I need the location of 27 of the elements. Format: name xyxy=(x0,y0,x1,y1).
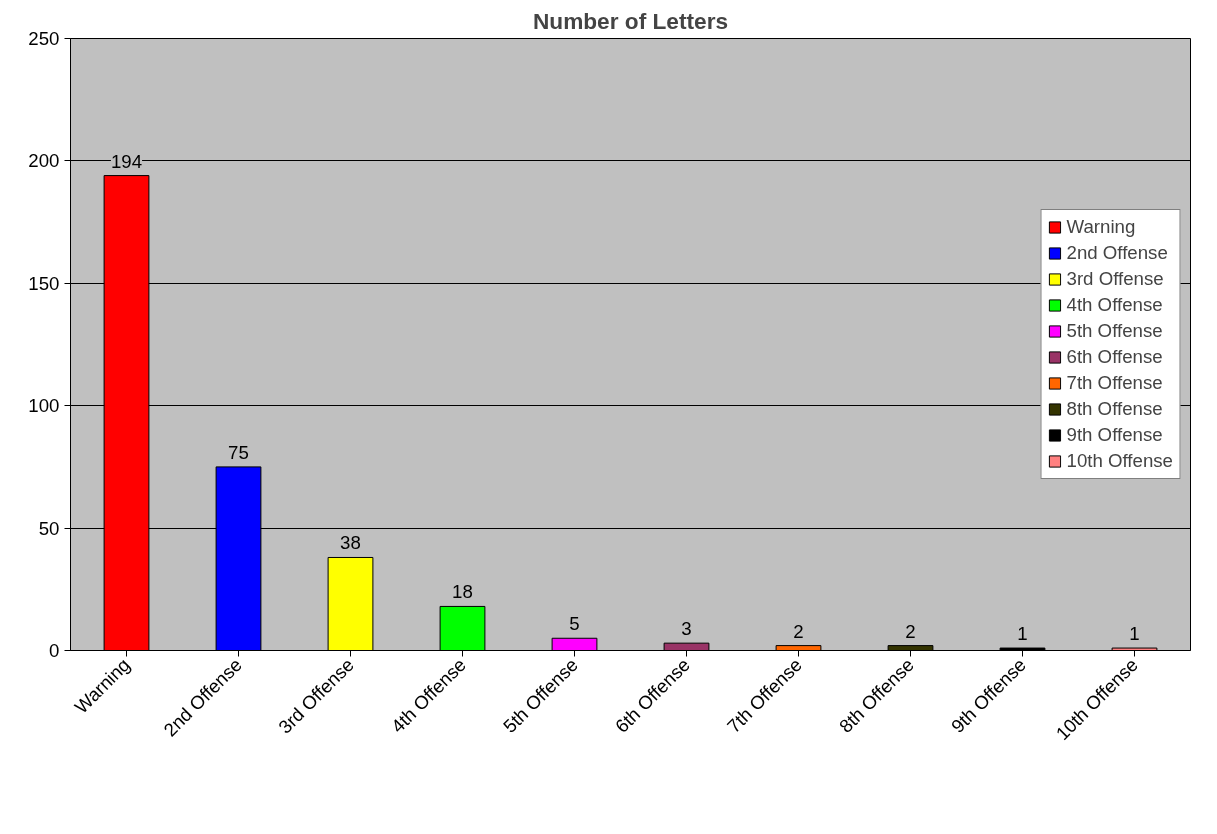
y-tick-label: 200 xyxy=(28,150,60,172)
data-label: 2 xyxy=(905,620,916,642)
data-label: 38 xyxy=(340,532,361,554)
y-tick-label: 250 xyxy=(28,28,60,49)
data-label: 18 xyxy=(452,581,473,603)
legend-label: 2nd Offense xyxy=(1066,242,1168,264)
legend-label: 8th Offense xyxy=(1066,398,1163,420)
legend-label: 5th Offense xyxy=(1066,320,1163,342)
data-label: 3 xyxy=(681,618,692,640)
legend-label: 3rd Offense xyxy=(1066,268,1164,290)
y-tick-label: 50 xyxy=(38,517,60,539)
data-label: 1 xyxy=(1129,623,1140,645)
data-label: 5 xyxy=(569,613,580,635)
legend-label: 4th Offense xyxy=(1066,294,1163,316)
y-tick-label: 150 xyxy=(28,272,60,294)
data-label: 1 xyxy=(1017,623,1028,645)
chart-title: Number of Letters xyxy=(532,7,729,34)
y-tick-label: 100 xyxy=(28,395,60,417)
legend-label: 9th Offense xyxy=(1066,424,1163,446)
legend-label: 6th Offense xyxy=(1066,346,1163,368)
legend-label: 7th Offense xyxy=(1066,372,1163,394)
legend-label: 10th Offense xyxy=(1066,450,1173,472)
data-label: 194 xyxy=(110,150,143,172)
data-label: 75 xyxy=(228,441,249,463)
legend-label: Warning xyxy=(1066,216,1136,238)
y-tick-label: 0 xyxy=(49,640,60,661)
data-label: 2 xyxy=(793,620,804,642)
